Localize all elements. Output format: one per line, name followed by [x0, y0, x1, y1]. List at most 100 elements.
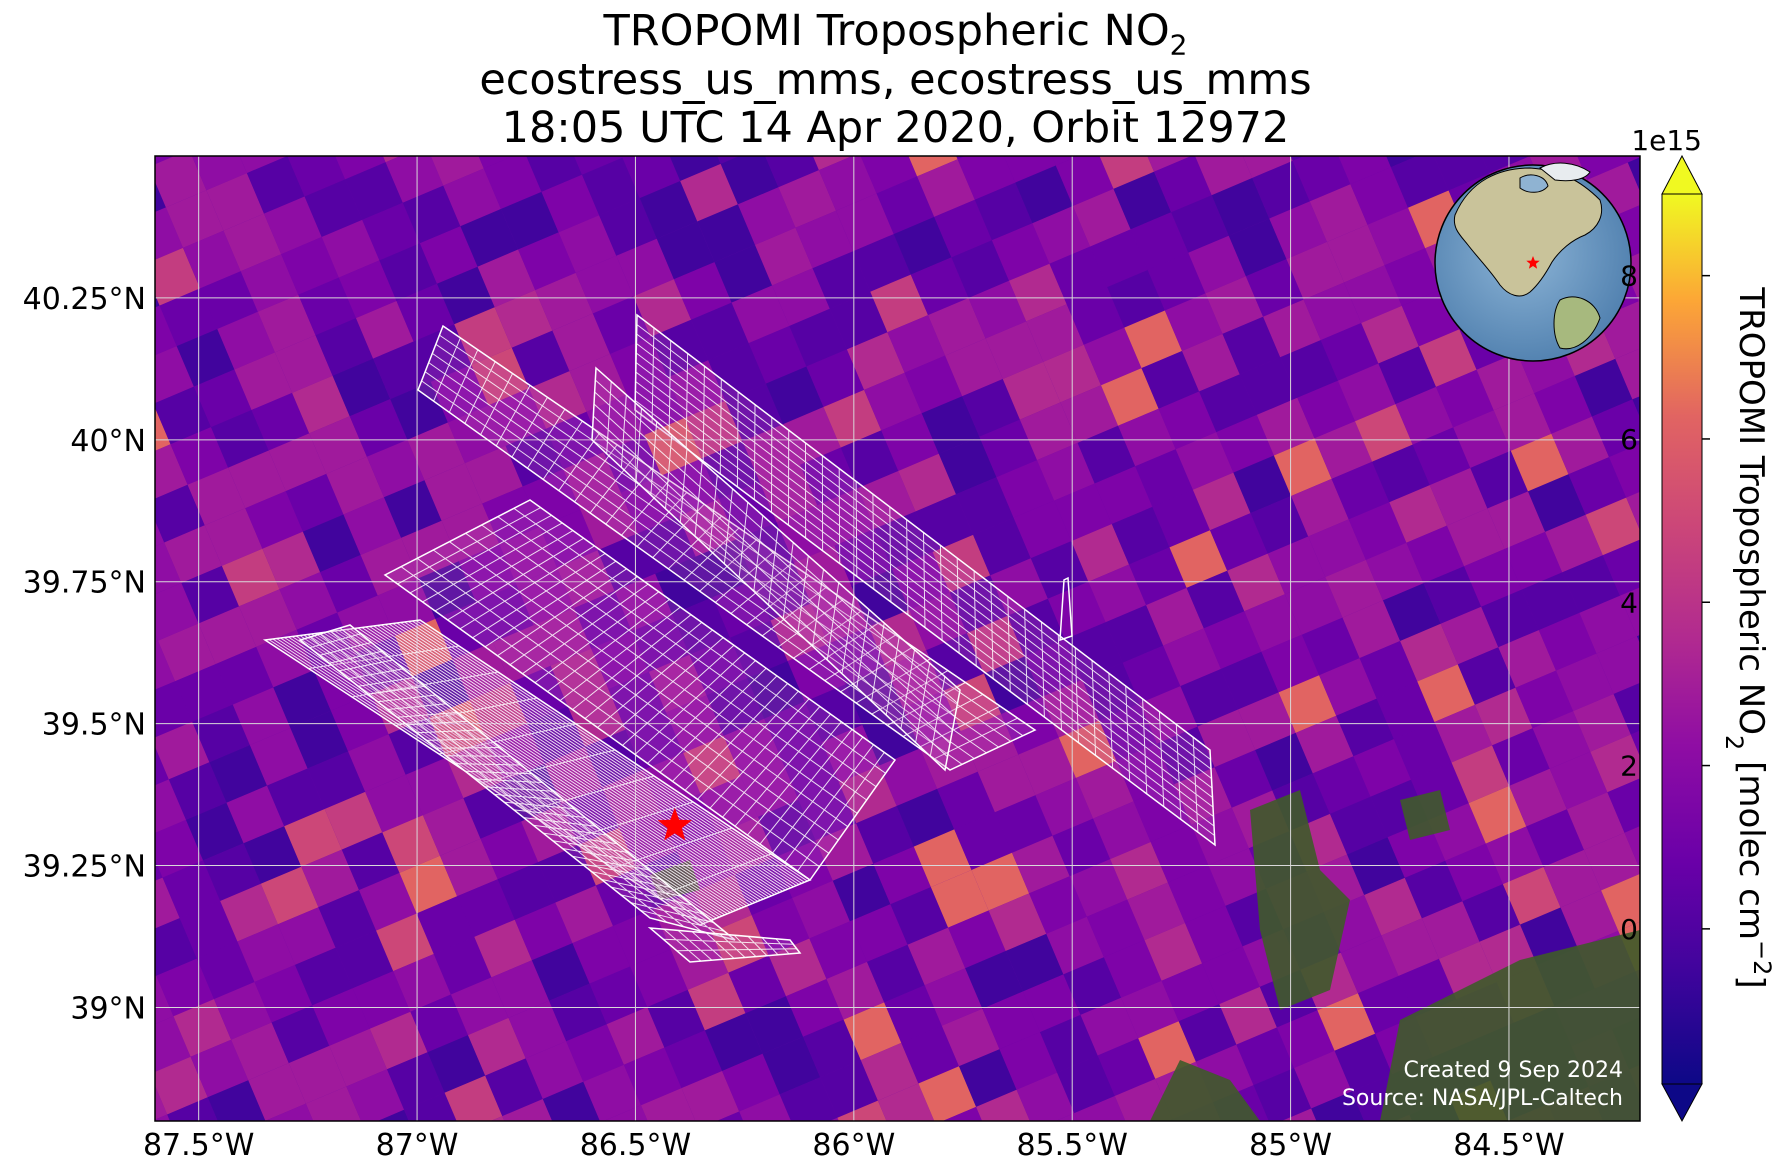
no2-pixel — [1446, 508, 1505, 567]
no2-pixel — [162, 860, 221, 919]
no2-pixel — [829, 1117, 839, 1121]
no2-pixel — [567, 689, 626, 747]
no2-pixel — [254, 964, 313, 1023]
no2-pixel — [1609, 444, 1640, 498]
no2-pixel — [1515, 670, 1574, 729]
no2-pixel — [384, 480, 442, 538]
no2-pixel — [901, 1025, 959, 1084]
no2-pixel — [1080, 997, 1139, 1056]
no2-pixel — [298, 277, 356, 336]
no2-pixel — [155, 1085, 168, 1120]
no2-pixel — [772, 268, 830, 326]
no2-pixel — [1105, 605, 1164, 663]
longitude-tick-label: 87°W — [376, 1128, 459, 1163]
no2-pixel — [279, 572, 338, 630]
land-imagery-patch — [1400, 790, 1450, 840]
no2-pixel — [508, 1000, 567, 1059]
colorbar-extend-min — [1661, 1083, 1703, 1123]
colorbar-scale-label: 1e15 — [1631, 124, 1702, 157]
no2-pixel — [1319, 658, 1377, 716]
greenland-landmass — [1539, 162, 1591, 182]
no2-pixel — [613, 908, 671, 967]
no2-pixel — [1301, 617, 1360, 676]
no2-pixel — [728, 955, 786, 1014]
no2-pixel — [1632, 396, 1640, 418]
no2-pixel — [1470, 450, 1528, 509]
no2-pixel — [1055, 156, 1114, 206]
no2-pixel — [155, 386, 211, 445]
no2-pixel — [818, 156, 877, 211]
no2-pixel — [507, 94, 565, 152]
no2-pixel — [245, 491, 303, 549]
no2-pixel — [239, 156, 288, 174]
no2-pixel — [1394, 1114, 1413, 1121]
no2-pixel — [1228, 218, 1287, 277]
no2-pixel — [1615, 348, 1640, 400]
no2-pixel — [443, 168, 501, 227]
no2-pixel — [1493, 393, 1552, 451]
no2-pixel — [843, 1002, 902, 1061]
no2-pixel — [815, 823, 874, 881]
no2-pixel — [1082, 662, 1140, 721]
no2-pixel — [89, 461, 147, 519]
no2-pixel — [917, 159, 975, 217]
no2-pixel — [155, 746, 169, 786]
no2-pixel — [86, 1132, 144, 1170]
latitude-tick-label: 39.25°N — [23, 850, 146, 885]
no2-pixel — [1330, 796, 1388, 855]
no2-pixel — [1161, 963, 1220, 1022]
no2-pixel — [200, 271, 258, 329]
no2-pixel — [1357, 69, 1415, 127]
no2-pixel — [1568, 457, 1627, 515]
no2-pixel — [1245, 259, 1304, 317]
no2-pixel — [270, 98, 328, 156]
no2-pixel — [990, 558, 1048, 616]
no2-pixel — [691, 302, 749, 361]
no2-pixel — [976, 1089, 1030, 1121]
no2-pixel — [68, 184, 126, 242]
no2-pixel — [211, 410, 269, 468]
no2-pixel — [898, 453, 956, 512]
no2-pixel — [1433, 156, 1490, 191]
no2-pixel — [996, 460, 1055, 518]
no2-pixel — [155, 542, 182, 595]
no2-pixel — [1358, 976, 1416, 1034]
no2-pixel — [305, 1086, 362, 1121]
swath-outline — [591, 366, 961, 772]
no2-pixel — [881, 413, 939, 471]
no2-pixel — [716, 1152, 774, 1170]
no2-pixel — [96, 363, 154, 421]
no2-pixel — [385, 156, 444, 203]
no2-pixel — [407, 422, 465, 481]
no2-pixel — [158, 623, 216, 682]
no2-pixel — [155, 156, 175, 165]
no2-pixel — [1188, 235, 1246, 294]
no2-pixel — [842, 95, 900, 153]
longitude-tick-label: 86.5°W — [580, 1128, 691, 1163]
no2-pixel — [1009, 263, 1067, 322]
no2-pixel — [155, 181, 166, 212]
no2-pixel — [155, 583, 199, 641]
no2-pixel — [1202, 946, 1260, 1005]
no2-pixel — [1590, 734, 1640, 793]
no2-pixel — [1278, 675, 1337, 733]
no2-pixel — [1203, 611, 1262, 669]
no2-pixel — [907, 927, 966, 986]
no2-pixel — [444, 1075, 503, 1121]
no2-pixel — [962, 379, 1020, 437]
colorbar-label-units: [molec cm — [1731, 750, 1771, 940]
no2-pixel — [249, 728, 308, 786]
no2-pixel — [934, 199, 992, 258]
no2-pixel — [204, 508, 263, 566]
no2-pixel — [164, 525, 222, 583]
no2-pixel — [717, 156, 740, 164]
no2-pixel — [1122, 645, 1181, 704]
no2-pixel — [884, 985, 942, 1043]
no2-pixel — [1022, 974, 1081, 1033]
no2-pixel — [450, 70, 508, 128]
no2-pixel — [723, 718, 782, 777]
no2-pixel — [1353, 739, 1411, 797]
no2-pixel — [359, 872, 417, 931]
no2-pixel — [977, 754, 1036, 813]
no2-pixel — [457, 879, 515, 937]
